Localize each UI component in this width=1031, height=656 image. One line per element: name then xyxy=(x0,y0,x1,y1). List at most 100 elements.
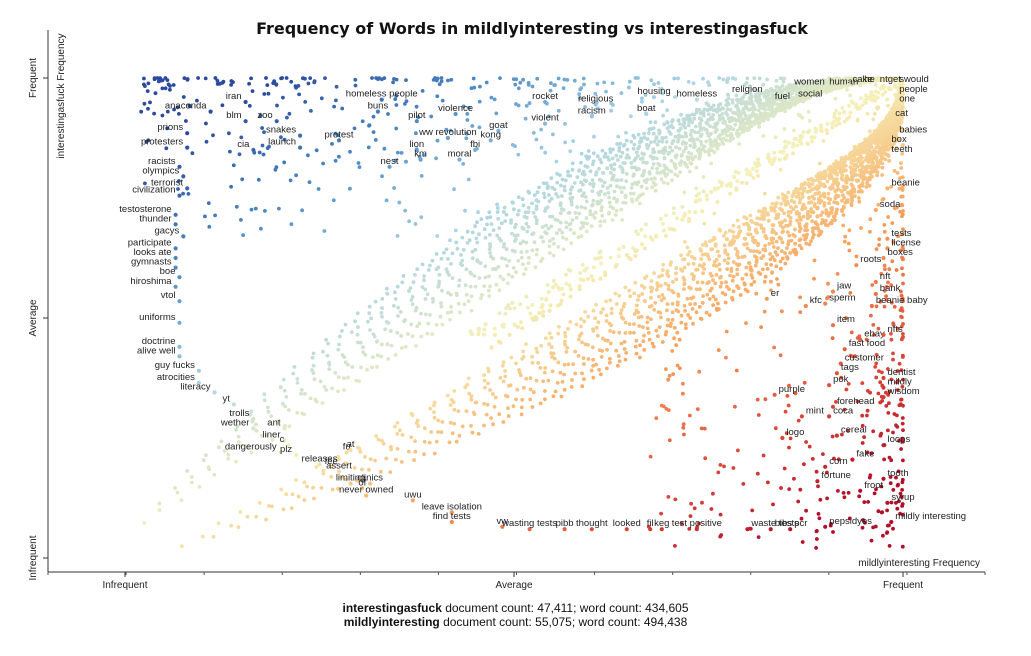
data-point xyxy=(723,130,727,134)
word-label: iran xyxy=(226,91,242,102)
data-point xyxy=(850,174,854,179)
data-point xyxy=(472,85,477,90)
data-point xyxy=(228,149,232,154)
data-point xyxy=(146,81,151,86)
data-point xyxy=(645,186,649,191)
data-point xyxy=(368,457,373,461)
data-point xyxy=(672,336,676,341)
data-point xyxy=(561,86,566,90)
data-point xyxy=(704,101,709,106)
data-point xyxy=(532,240,537,245)
data-point xyxy=(585,221,590,226)
data-point xyxy=(579,160,583,165)
word-label: homeless people xyxy=(346,89,418,100)
data-point xyxy=(559,394,564,399)
data-point xyxy=(709,190,714,194)
data-point xyxy=(768,257,773,262)
data-point xyxy=(900,194,905,199)
data-point xyxy=(602,180,607,185)
data-point xyxy=(413,439,417,443)
data-point xyxy=(886,393,891,397)
data-point xyxy=(429,114,434,119)
data-point xyxy=(817,229,822,233)
data-point xyxy=(498,375,503,380)
data-point xyxy=(643,222,648,227)
data-point xyxy=(894,475,898,480)
data-point xyxy=(724,110,728,115)
data-point xyxy=(887,544,892,548)
data-point xyxy=(880,165,885,170)
data-point xyxy=(636,315,641,320)
data-point xyxy=(731,234,736,239)
data-point xyxy=(724,183,729,188)
data-point xyxy=(800,115,805,120)
data-point xyxy=(273,167,278,172)
data-point xyxy=(809,239,813,244)
data-point xyxy=(900,79,905,83)
data-point xyxy=(554,192,558,196)
data-point xyxy=(584,199,589,204)
data-point xyxy=(877,243,881,247)
data-point xyxy=(681,149,686,154)
data-point xyxy=(866,165,870,169)
word-point xyxy=(873,291,878,297)
data-point xyxy=(534,378,539,383)
data-point xyxy=(667,226,672,231)
data-point xyxy=(534,346,539,351)
data-point xyxy=(286,408,291,412)
data-point xyxy=(613,213,618,217)
data-point xyxy=(858,163,863,167)
data-point xyxy=(776,195,781,200)
data-point xyxy=(377,76,382,80)
data-point xyxy=(657,131,662,136)
data-point xyxy=(530,248,535,253)
data-point xyxy=(773,426,778,431)
data-point xyxy=(556,108,561,113)
word-label: jaw xyxy=(836,281,851,292)
data-point xyxy=(475,220,479,225)
data-point xyxy=(483,264,488,269)
data-point xyxy=(466,299,471,304)
data-point xyxy=(900,184,905,189)
data-point xyxy=(887,159,891,163)
data-point xyxy=(343,322,348,327)
data-point xyxy=(898,121,903,125)
word-label: racists xyxy=(148,156,176,167)
data-point xyxy=(691,140,696,144)
word-label: trolls xyxy=(229,408,249,419)
data-point xyxy=(702,426,707,431)
data-point xyxy=(467,238,472,243)
data-point xyxy=(525,229,530,234)
word-point xyxy=(251,416,256,421)
data-point xyxy=(486,366,490,371)
data-point xyxy=(635,166,639,171)
data-point xyxy=(693,210,698,215)
data-point xyxy=(804,241,809,246)
data-point xyxy=(469,294,474,299)
data-point xyxy=(881,533,885,538)
data-point xyxy=(509,221,513,225)
data-point xyxy=(308,396,313,401)
data-point xyxy=(594,325,599,330)
word-label: limiting xyxy=(336,473,366,484)
word-label: dangerously xyxy=(225,441,277,452)
data-point xyxy=(633,280,638,285)
data-point xyxy=(649,177,653,182)
scatter-chart: Frequency of Words in mildlyinteresting … xyxy=(28,19,986,591)
data-point xyxy=(370,76,374,80)
data-point xyxy=(562,188,567,193)
data-point xyxy=(780,208,784,213)
data-point xyxy=(337,342,341,347)
data-point xyxy=(619,207,624,212)
data-point xyxy=(550,355,554,359)
data-point xyxy=(568,227,573,232)
data-point xyxy=(753,229,758,233)
data-point xyxy=(882,129,887,133)
data-point xyxy=(712,235,716,240)
data-point xyxy=(858,78,862,83)
data-point xyxy=(468,329,473,334)
data-point xyxy=(798,487,803,492)
data-point xyxy=(857,494,862,499)
data-point xyxy=(816,197,821,202)
data-point xyxy=(276,420,281,424)
